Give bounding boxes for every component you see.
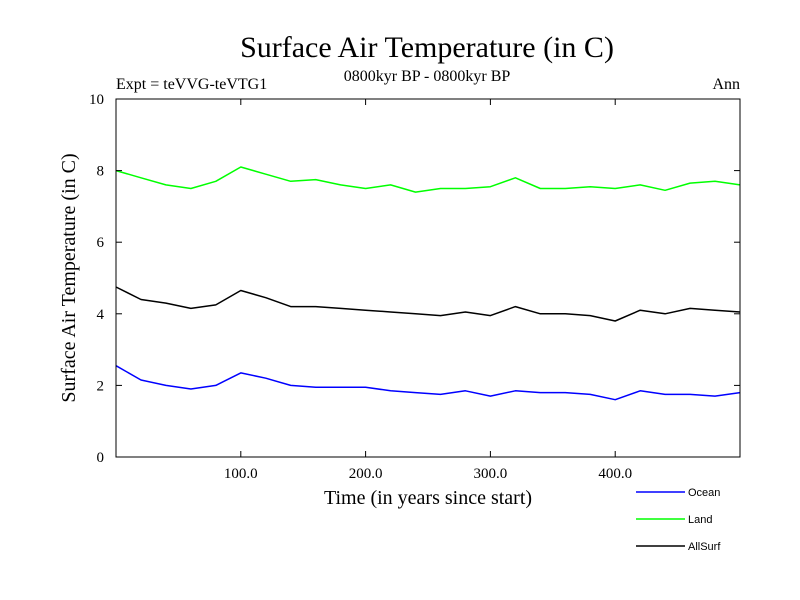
y-tick-label: 0	[97, 450, 105, 466]
x-tick-label: 400.0	[598, 466, 632, 482]
y-tick-label: 2	[97, 378, 105, 394]
series-line-ocean	[115, 365, 741, 401]
ticks-layer: 0 2 4 6 8 10 100.0 200.0 300.0 400.0	[89, 92, 740, 482]
y-tick-label: 10	[89, 92, 104, 108]
period-label: Ann	[712, 76, 740, 93]
plot-frame	[115, 98, 741, 458]
expt-label: Expt = teVVG-teVTG1	[116, 76, 267, 93]
chart-subtitle: 0800kyr BP - 0800kyr BP	[344, 68, 511, 85]
legend-label-allsurf: AllSurf	[688, 541, 721, 553]
legend: Ocean Land AllSurf	[636, 487, 721, 553]
x-tick-label: 100.0	[224, 466, 258, 482]
legend-label-land: Land	[688, 514, 712, 526]
chart-title: Surface Air Temperature (in C)	[240, 31, 614, 64]
legend-label-ocean: Ocean	[688, 487, 720, 499]
y-tick-label: 4	[97, 307, 105, 323]
y-axis-label: Surface Air Temperature (in C)	[58, 153, 80, 402]
x-tick-label: 200.0	[349, 466, 383, 482]
x-axis-label: Time (in years since start)	[324, 487, 532, 509]
y-tick-label: 6	[97, 235, 105, 251]
series-layer	[115, 166, 741, 401]
series-line-allsurf	[115, 286, 741, 322]
y-tick-label: 8	[97, 164, 105, 180]
series-line-land	[115, 166, 741, 193]
x-tick-label: 300.0	[474, 466, 508, 482]
